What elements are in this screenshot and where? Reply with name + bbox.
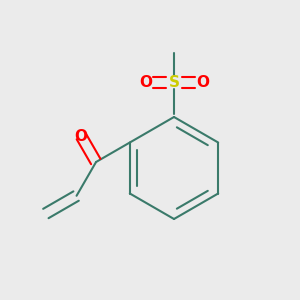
Text: O: O [139,75,152,90]
Text: S: S [169,75,179,90]
Text: O: O [75,128,88,143]
Text: O: O [196,75,209,90]
